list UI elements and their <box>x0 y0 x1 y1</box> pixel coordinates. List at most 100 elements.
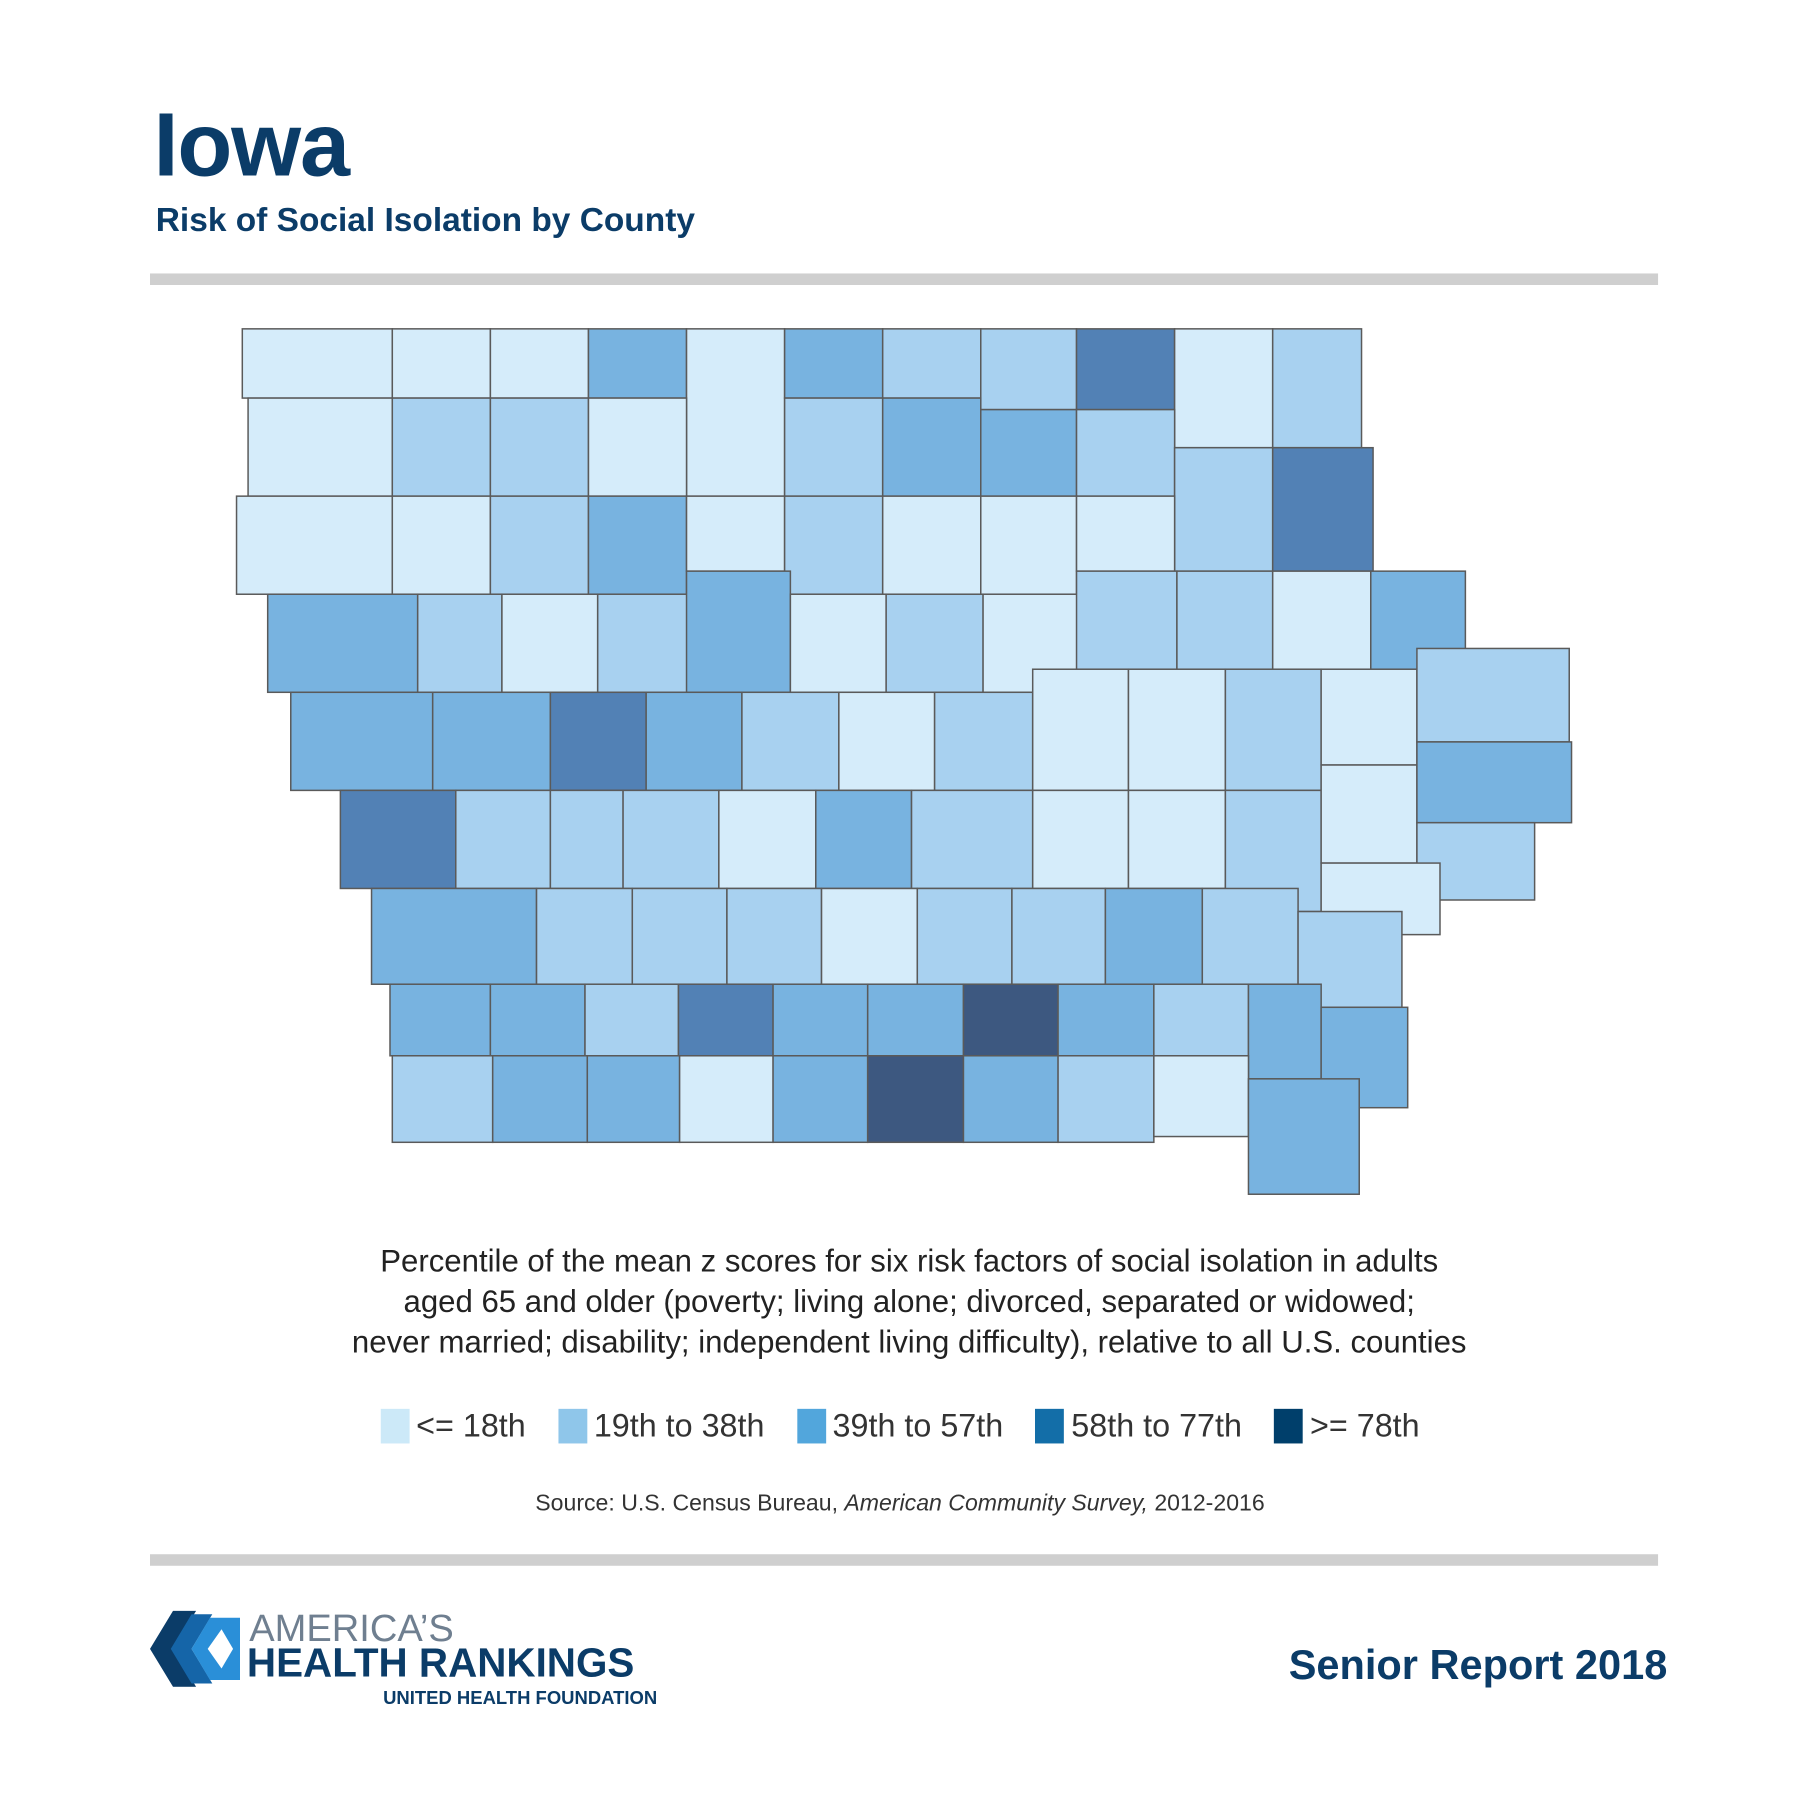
source-title: American Community Survey, <box>844 1490 1148 1517</box>
county-region <box>881 328 982 399</box>
county-region <box>501 593 599 694</box>
county-region <box>391 495 492 595</box>
county-region <box>1031 789 1130 890</box>
county-region <box>685 570 792 694</box>
county-region <box>718 789 817 890</box>
county-region <box>1173 328 1274 449</box>
county-region <box>339 789 457 890</box>
county-region <box>1057 983 1155 1057</box>
county-region <box>726 887 823 985</box>
county-region <box>549 691 647 792</box>
county-region <box>416 593 503 694</box>
map-description: Percentile of the mean z scores for six … <box>208 1242 1611 1363</box>
legend-item: 39th to 57th <box>796 1408 1003 1445</box>
description-line: never married; disability; independent l… <box>351 1324 1467 1360</box>
county-region <box>772 1055 869 1144</box>
legend-swatch <box>558 1408 587 1444</box>
county-region <box>685 495 786 572</box>
county-region <box>489 983 586 1057</box>
logo-line-1: AMERICA’S <box>249 1606 454 1649</box>
legend-swatch <box>380 1408 410 1444</box>
county-region <box>820 887 919 985</box>
county-region <box>866 1055 965 1144</box>
county-region <box>916 887 1013 985</box>
description-line: Percentile of the mean z scores for six … <box>380 1243 1439 1279</box>
legend-label: >= 78th <box>1310 1407 1420 1444</box>
county-region <box>1173 446 1274 572</box>
county-region <box>783 328 884 399</box>
legend-swatch <box>796 1408 826 1444</box>
county-region <box>1057 1055 1155 1144</box>
logo-line-3: UNITED HEALTH FOUNDATION <box>383 1689 658 1709</box>
county-region <box>962 1055 1059 1144</box>
source-note: Source: U.S. Census Bureau, American Com… <box>0 1491 1800 1518</box>
county-region <box>535 887 634 985</box>
county-region <box>389 983 492 1057</box>
logo-diamond-icon <box>149 1610 240 1687</box>
county-region <box>962 983 1059 1057</box>
legend-label: 58th to 77th <box>1071 1407 1242 1444</box>
source-years: 2012-2016 <box>1147 1490 1265 1517</box>
county-region <box>741 691 840 792</box>
county-region <box>586 1055 681 1144</box>
county-region <box>1416 741 1573 824</box>
county-region <box>584 983 680 1057</box>
county-region <box>1075 408 1176 497</box>
county-region <box>489 495 590 595</box>
county-region <box>1247 983 1322 1080</box>
legend-swatch <box>1035 1408 1065 1444</box>
county-region <box>1271 328 1363 449</box>
county-region <box>933 691 1034 792</box>
county-region <box>980 328 1078 411</box>
county-region <box>1031 668 1130 792</box>
legend-label: <= 18th <box>416 1407 526 1444</box>
americas-health-rankings-logo: AMERICA’S HEALTH RANKINGS UNITED HEALTH … <box>149 1606 658 1716</box>
county-region <box>881 397 982 497</box>
county-region <box>789 593 887 694</box>
page-title: Iowa <box>153 93 350 195</box>
report-name: Senior Report 2018 <box>1288 1640 1668 1689</box>
county-region <box>1247 1078 1360 1195</box>
county-region <box>266 593 419 694</box>
county-region <box>1271 446 1374 572</box>
county-region <box>980 408 1078 497</box>
county-region <box>596 593 696 694</box>
county-region <box>370 887 538 985</box>
legend: <= 18th 19th to 38th 39th to 57th 58th t… <box>0 1408 1800 1445</box>
county-region <box>677 983 774 1057</box>
county-region <box>1153 1055 1250 1138</box>
county-region <box>1075 495 1176 572</box>
county-region <box>1320 764 1418 864</box>
county-region <box>587 328 688 399</box>
legend-label: 19th to 38th <box>593 1407 765 1444</box>
county-region <box>391 397 492 497</box>
county-region <box>783 495 884 595</box>
county-region <box>1201 887 1299 985</box>
county-region <box>247 397 394 497</box>
county-region <box>1104 887 1204 985</box>
county-region <box>241 328 394 399</box>
legend-item: 58th to 77th <box>1035 1407 1242 1445</box>
county-region <box>772 983 869 1057</box>
county-region <box>980 495 1078 595</box>
county-region <box>685 328 786 497</box>
county-region <box>645 691 743 792</box>
county-region <box>1153 983 1250 1057</box>
county-region <box>1224 668 1322 792</box>
county-region <box>678 1055 774 1144</box>
county-region <box>431 691 552 792</box>
county-region <box>491 1055 589 1144</box>
county-region <box>1075 570 1178 670</box>
county-region <box>489 328 590 399</box>
county-region <box>622 789 720 890</box>
bottom-divider <box>149 1554 1659 1566</box>
logo-line-2: HEALTH RANKINGS <box>246 1640 635 1686</box>
county-region <box>631 887 728 985</box>
county-region <box>1127 668 1227 792</box>
county-region <box>549 789 624 890</box>
county-region <box>1011 887 1107 985</box>
county-region <box>391 1055 494 1144</box>
county-region <box>1127 789 1227 890</box>
